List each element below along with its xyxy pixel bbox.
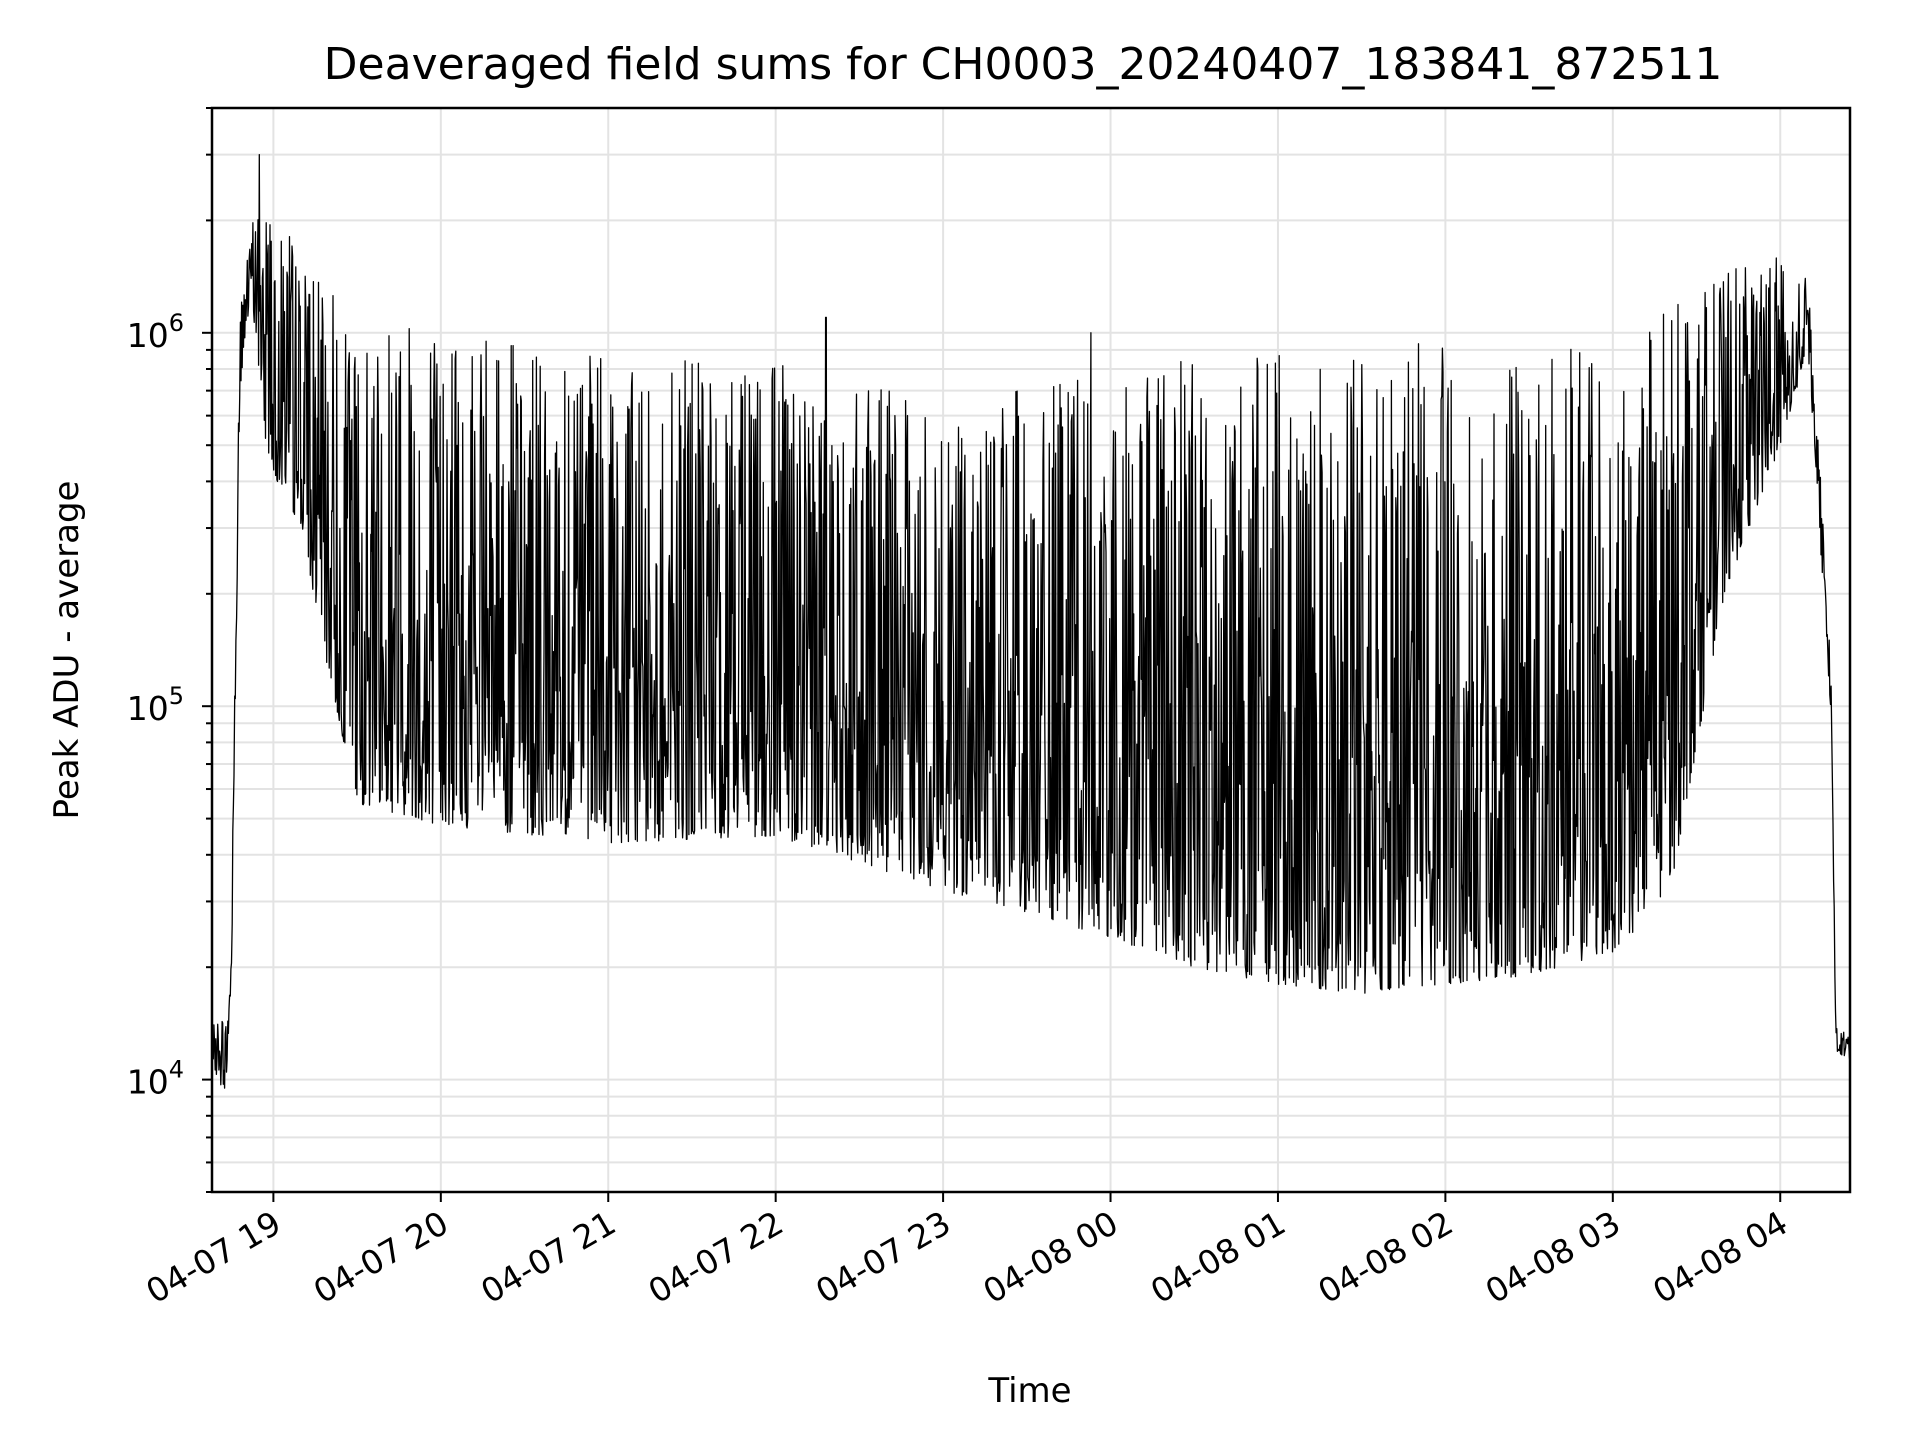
y-axis-label: Peak ADU - average [47,481,87,820]
x-axis-label: Time [987,1371,1071,1411]
y-tick-label: 105 [127,682,184,728]
y-tick-label: 106 [127,309,184,355]
x-tick-label: 04-07 20 [307,1203,455,1311]
axes-frame [210,106,1852,1194]
series-line [211,154,1851,1089]
x-axis: 04-07 19 04-07 20 04-07 21 04-07 22 04-07 23… [139,1192,1794,1311]
y-tick-label: 104 [127,1056,184,1102]
x-tick-label: 04-07 22 [642,1203,790,1311]
x-tick-label: 04-08 01 [1144,1203,1292,1311]
x-tick-label: 04-08 03 [1479,1203,1627,1311]
x-tick-label: 04-07 23 [809,1203,957,1311]
x-tick-label: 04-07 21 [474,1203,622,1311]
plot-area [211,154,1851,1089]
x-tick-label: 04-08 00 [977,1203,1125,1311]
x-tick-label: 04-08 02 [1311,1203,1459,1311]
x-tick-label: 04-07 19 [139,1203,287,1311]
chart-title: Deaveraged field sums for CH0003_2024040… [324,39,1723,90]
x-tick-label: 04-08 04 [1646,1203,1794,1311]
y-axis: 104 105 106 [127,107,212,1193]
